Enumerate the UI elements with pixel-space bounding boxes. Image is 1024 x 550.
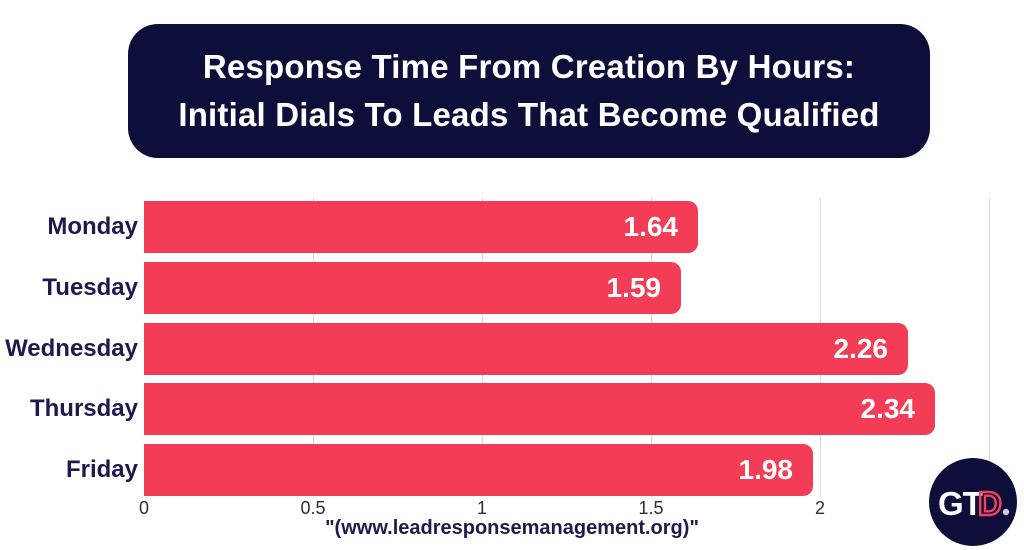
category-label-thursday: Thursday — [29, 395, 138, 422]
category-label-friday: Friday — [65, 456, 138, 483]
category-label-tuesday: Tuesday — [42, 274, 138, 301]
bar-value-monday: 1.64 — [623, 211, 679, 242]
x-tick-label-2: 2 — [814, 498, 826, 518]
svg-text:D: D — [978, 485, 1002, 522]
bar-value-wednesday: 2.26 — [833, 333, 889, 364]
bar-value-friday: 1.98 — [738, 454, 794, 485]
bar-friday: 1.98 — [144, 444, 813, 496]
gtd-logo: GT D — [929, 458, 1017, 546]
x-tick-label-1.5: 1.5 — [638, 498, 664, 518]
bar-monday: 1.64 — [144, 201, 698, 253]
category-label-wednesday: Wednesday — [5, 335, 138, 362]
svg-text:GT: GT — [938, 485, 983, 522]
x-tick-label-0: 0 — [138, 498, 150, 518]
bar-value-thursday: 2.34 — [860, 393, 916, 424]
logo-dot — [1002, 508, 1010, 516]
chart-title-box: Response Time From Creation By Hours: In… — [128, 24, 930, 158]
gridline-x-2.5 — [989, 198, 990, 497]
gtd-logo-graphic: GT D — [938, 484, 1010, 523]
bar-chart-plot-area: Monday 1.64 Tuesday 1.59 Wednesday 2.26 Thursd… — [0, 196, 1024, 497]
chart-title-line-1: Response Time From Creation By Hours: — [202, 48, 856, 85]
chart-title-line-2: Initial Dials To Leads That Become Quali… — [178, 96, 880, 133]
bar-tuesday: 1.59 — [144, 262, 681, 314]
x-tick-label-1: 1 — [476, 498, 488, 518]
bar-value-tuesday: 1.59 — [606, 272, 662, 303]
bar-wednesday: 2.26 — [144, 323, 908, 375]
x-tick-label-0.5: 0.5 — [300, 498, 326, 518]
source-citation: "(www.leadresponsemanagement.org)" — [325, 517, 699, 539]
category-label-monday: Monday — [47, 213, 138, 240]
bar-thursday: 2.34 — [144, 383, 935, 435]
